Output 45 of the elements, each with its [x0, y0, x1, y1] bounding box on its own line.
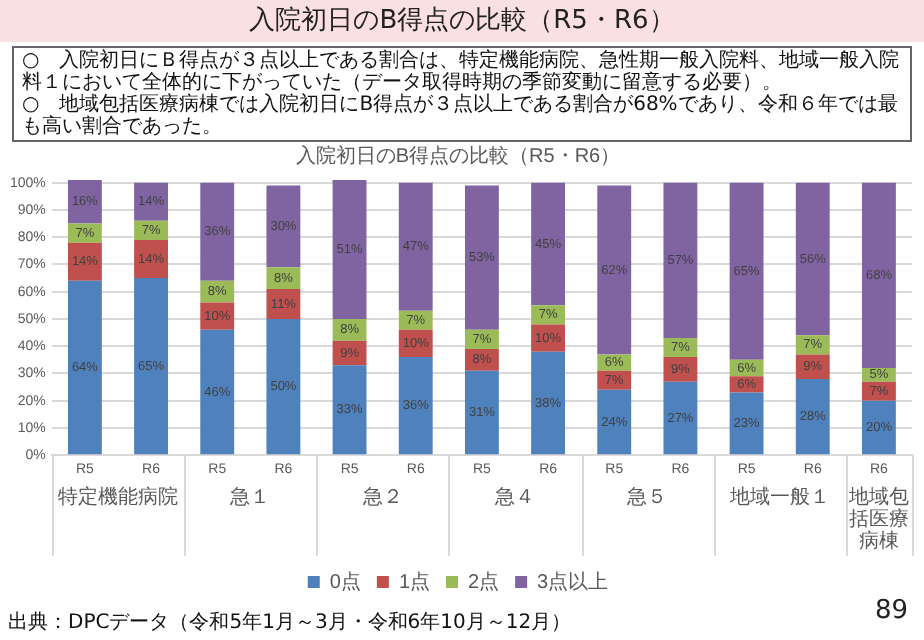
text: 急１ — [228, 485, 271, 510]
text: 急４ — [492, 485, 535, 510]
bar — [134, 239, 168, 279]
bar — [729, 182, 764, 360]
bar — [597, 389, 632, 455]
bar — [531, 351, 566, 455]
chart-title: 入院初日のB得点の比較（R5・R6） — [0, 0, 924, 42]
bar — [464, 185, 499, 330]
text: 急５ — [625, 485, 668, 510]
bar — [332, 365, 367, 455]
text: 特定機能病院 — [57, 485, 178, 510]
chart-subtitle: 入院初日のB得点の比較（R5・R6） — [295, 143, 621, 168]
legend-label: 3点以上 — [537, 569, 609, 594]
bar — [464, 370, 499, 455]
bar — [861, 400, 896, 455]
bar — [398, 182, 433, 311]
bar — [332, 180, 367, 319]
bar — [134, 278, 168, 455]
bar — [531, 182, 566, 306]
text: 急２ — [360, 485, 403, 510]
legend-label: 0点 — [329, 569, 361, 594]
bar — [729, 392, 764, 455]
text: ○ 入院初日にＢ得点が３点以上である割合は、特定機能病院、急性期一般入院料、地域一般入院料１において全体的に下がっていた（データ取得時期の季節変動に留意する必要）。 — [22, 50, 902, 94]
text: 89 — [874, 596, 908, 626]
bar — [795, 182, 830, 336]
text: 地域包括医療病棟 — [846, 485, 909, 554]
bar — [663, 182, 698, 339]
legend-label: 2点 — [468, 569, 500, 594]
bar — [398, 357, 433, 455]
bar — [266, 185, 301, 268]
bar — [597, 185, 632, 355]
bar — [861, 182, 896, 369]
bar — [134, 182, 168, 221]
bar — [67, 242, 102, 281]
bar — [200, 182, 235, 281]
source-note: 出典：DPCデータ（令和5年1月～3月・令和6年10月～12月） — [8, 612, 572, 636]
legend-label: 1点 — [398, 569, 430, 594]
bar — [266, 318, 301, 455]
text: 地域一般１ — [727, 485, 830, 510]
bar — [795, 378, 830, 455]
bar — [67, 280, 102, 455]
text: ○ 地域包括医療病棟では入院初日にB得点が３点以上である割合が68%であり、令和６年では最も高い割合であった。 — [22, 94, 900, 138]
bar — [663, 381, 698, 455]
bar — [200, 329, 235, 455]
bar — [67, 180, 102, 224]
